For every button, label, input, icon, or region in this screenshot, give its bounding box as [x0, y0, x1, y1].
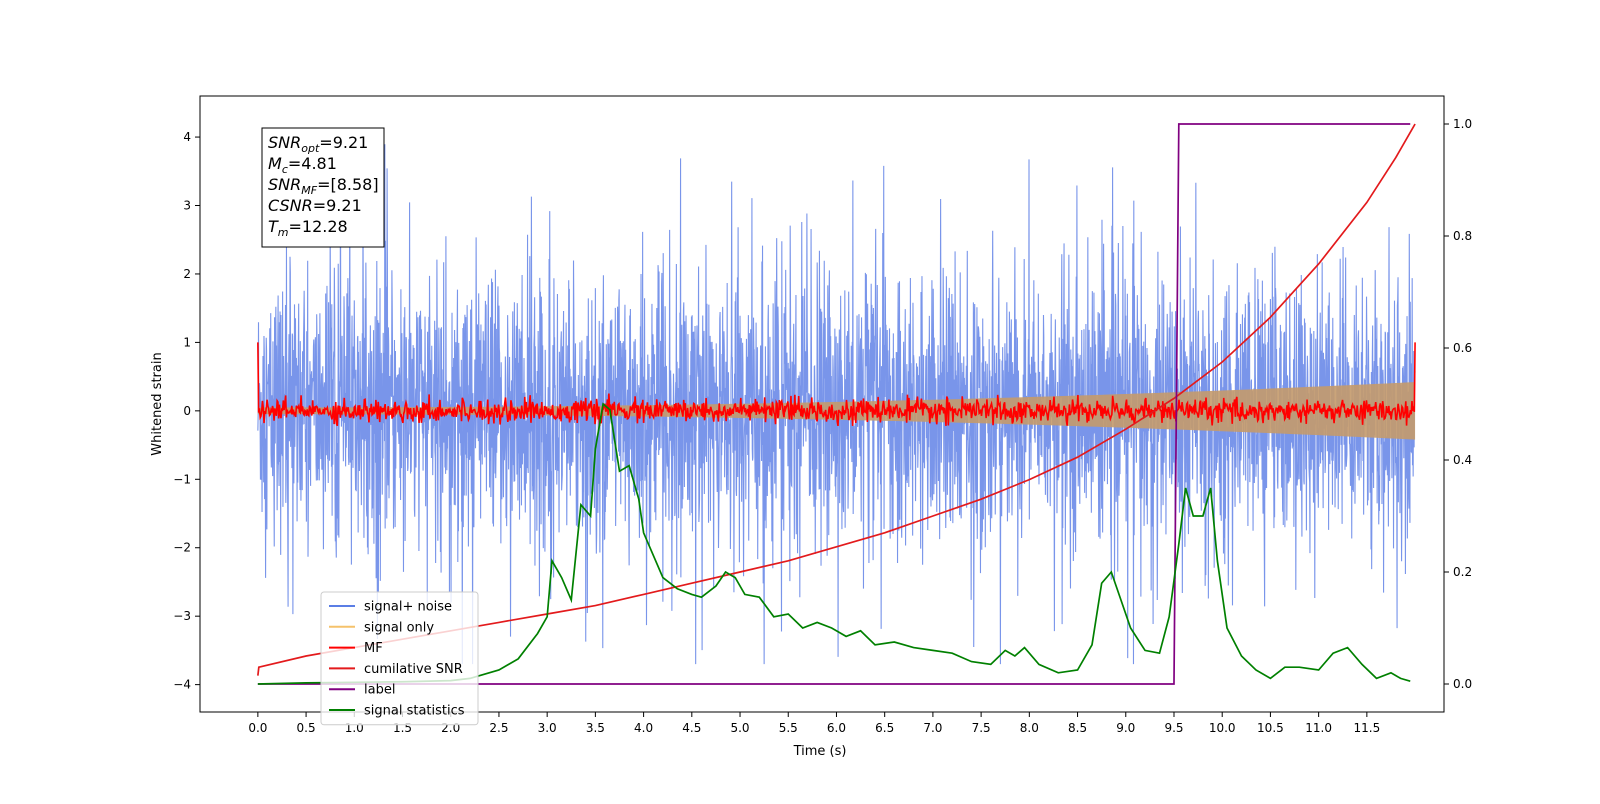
y-tick-label: −3 — [173, 609, 191, 623]
x-tick-label: 4.0 — [634, 721, 653, 735]
x-tick-label: 3.5 — [586, 721, 605, 735]
y-tick-label: −1 — [173, 472, 191, 486]
x-tick-label: 8.0 — [1020, 721, 1039, 735]
y-tick-label: 1 — [183, 335, 191, 349]
annotation-line: Mc=4.81 — [268, 154, 337, 176]
x-tick-label: 11.0 — [1305, 721, 1332, 735]
legend-label-signal-noise: signal+ noise — [364, 600, 452, 615]
annotation-line: Tm=12.28 — [268, 217, 348, 239]
x-tick-label: 10.5 — [1257, 721, 1284, 735]
plot-frame — [199, 95, 1445, 713]
y-axis-left: 4 3 2 1 0 −1 −2 −3 −4 — [173, 130, 200, 692]
annotation-line: CSNR=9.21 — [268, 196, 362, 215]
y-tick-label: 3 — [183, 199, 191, 213]
x-tick-label: 5.5 — [779, 721, 798, 735]
x-tick-label: 8.5 — [1068, 721, 1087, 735]
y-tick-label: −4 — [173, 678, 191, 692]
x-tick-label: 7.0 — [923, 721, 942, 735]
series-mf-line — [257, 342, 1416, 427]
x-tick-label: 0.5 — [297, 721, 316, 735]
x-tick-label: 10.0 — [1209, 721, 1236, 735]
legend-label-signal-only: signal only — [364, 620, 434, 635]
x-tick-label: 6.0 — [827, 721, 846, 735]
annotation-frame — [261, 127, 385, 248]
y2-tick-label: 0.8 — [1453, 229, 1472, 243]
x-tick-label: 2.5 — [489, 721, 508, 735]
legend-label-signal-statistics: signal statistics — [364, 704, 465, 719]
x-tick-label: 9.0 — [1116, 721, 1135, 735]
y2-tick-label: 1.0 — [1453, 117, 1472, 131]
legend-label-cumilative-snr: cumilative SNR — [364, 662, 463, 677]
y-axis-label: Whitened strain — [150, 352, 165, 455]
y-tick-label: 2 — [183, 267, 191, 281]
y2-tick-label: 0.0 — [1453, 677, 1472, 691]
series-label-line — [257, 123, 1411, 685]
x-tick-label: 7.5 — [972, 721, 991, 735]
y-tick-label: 0 — [183, 404, 191, 418]
legend-frame — [320, 591, 479, 726]
y2-tick-label: 0.6 — [1453, 341, 1472, 355]
x-tick-label: 11.5 — [1353, 721, 1380, 735]
x-axis-label: Time (s) — [793, 744, 847, 759]
legend-label-mf: MF — [364, 641, 383, 656]
x-tick-label: 4.5 — [682, 721, 701, 735]
legend: signal+ noise signal only MF cumilative SNR… — [320, 591, 479, 726]
x-tick-label: 9.5 — [1164, 721, 1183, 735]
series-signal-statistics-line — [257, 402, 1411, 685]
y-tick-label: 4 — [183, 130, 191, 144]
x-tick-label: 5.0 — [730, 721, 749, 735]
y-axis-right: 1.0 0.8 0.6 0.4 0.2 0.0 — [1444, 117, 1472, 691]
y2-tick-label: 0.2 — [1453, 565, 1472, 579]
annotation-line: SNRopt=9.21 — [268, 133, 368, 155]
y-tick-label: −2 — [173, 541, 191, 555]
x-tick-label: 3.0 — [538, 721, 557, 735]
x-tick-label: 6.5 — [875, 721, 894, 735]
x-tick-label: 0.0 — [248, 721, 267, 735]
annotation-line: SNRMF=[8.58] — [268, 175, 379, 197]
y2-tick-label: 0.4 — [1453, 453, 1472, 467]
legend-label-label: label — [364, 683, 395, 698]
